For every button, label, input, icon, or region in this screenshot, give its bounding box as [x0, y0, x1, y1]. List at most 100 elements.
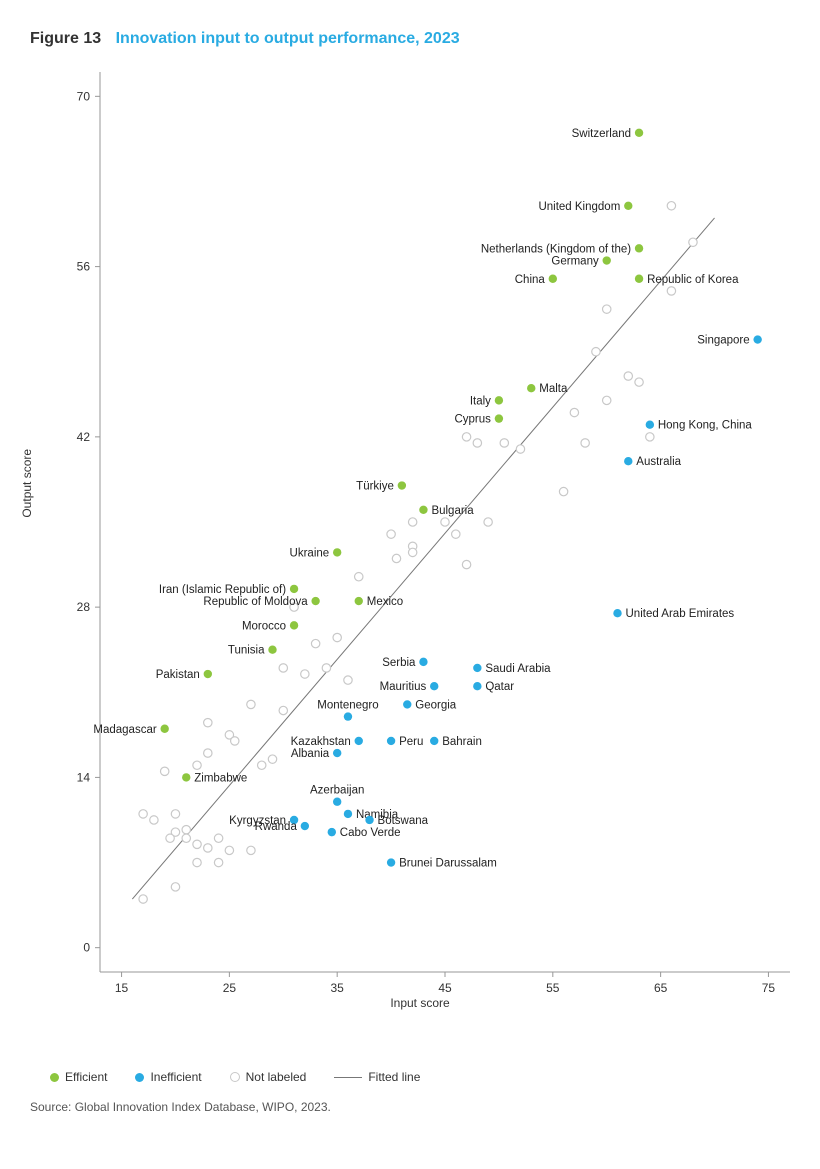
data-point — [311, 597, 319, 605]
figure-title: Innovation input to output performance, … — [116, 30, 460, 47]
data-point-label: Iran (Islamic Republic of) — [159, 584, 286, 596]
data-point — [328, 828, 336, 836]
data-point — [311, 639, 319, 647]
figure-number: Figure 13 — [30, 30, 101, 47]
data-point — [753, 335, 761, 343]
data-point — [204, 718, 212, 726]
data-point-label: United Arab Emirates — [626, 608, 735, 620]
data-point-label: Azerbaijan — [310, 785, 364, 797]
data-point-label: Germany — [551, 256, 599, 268]
data-point-label: Cyprus — [454, 414, 491, 426]
data-point — [355, 597, 363, 605]
data-point — [613, 609, 621, 617]
data-point — [495, 414, 503, 422]
data-point-label: Madagascar — [93, 724, 156, 736]
data-point-label: Qatar — [485, 681, 514, 693]
data-point-label: Peru — [399, 736, 423, 748]
data-point — [279, 706, 287, 714]
data-point — [166, 834, 174, 842]
legend-label: Efficient — [65, 1070, 107, 1084]
legend-label: Fitted line — [368, 1070, 420, 1084]
legend-label: Inefficient — [150, 1070, 201, 1084]
data-point — [171, 810, 179, 818]
data-point — [225, 846, 233, 854]
legend: Efficient Inefficient Not labeled Fitted… — [50, 1070, 800, 1084]
data-point — [462, 433, 470, 441]
data-point — [635, 129, 643, 137]
data-point-label: Botswana — [378, 815, 429, 827]
data-point — [667, 287, 675, 295]
data-point — [495, 396, 503, 404]
data-point — [322, 664, 330, 672]
data-point — [290, 621, 298, 629]
data-point-label: Mauritius — [380, 681, 427, 693]
data-point-label: Australia — [636, 456, 681, 468]
data-point-label: Italy — [470, 395, 491, 407]
data-point — [355, 573, 363, 581]
data-point — [667, 202, 675, 210]
data-point — [214, 834, 222, 842]
legend-notlabeled: Not labeled — [230, 1070, 307, 1084]
data-point — [247, 700, 255, 708]
data-point — [182, 826, 190, 834]
data-point-label: Republic of Korea — [647, 274, 739, 286]
data-point — [462, 560, 470, 568]
data-point-label: Cabo Verde — [340, 827, 401, 839]
data-point — [387, 530, 395, 538]
legend-inefficient: Inefficient — [135, 1070, 201, 1084]
svg-text:55: 55 — [546, 981, 560, 995]
data-point-label: Hong Kong, China — [658, 420, 753, 432]
data-point — [182, 773, 190, 781]
y-axis-title: Output score — [20, 449, 34, 518]
svg-text:70: 70 — [77, 89, 91, 103]
data-point — [635, 244, 643, 252]
svg-text:28: 28 — [77, 600, 91, 614]
data-point — [559, 487, 567, 495]
svg-text:15: 15 — [115, 981, 129, 995]
data-point — [139, 810, 147, 818]
svg-text:75: 75 — [762, 981, 776, 995]
data-point — [290, 585, 298, 593]
data-point — [387, 858, 395, 866]
data-point-label: Albania — [291, 748, 330, 760]
data-point — [624, 372, 632, 380]
data-point-label: United Kingdom — [538, 201, 620, 213]
data-point — [214, 858, 222, 866]
data-point — [333, 749, 341, 757]
data-point — [160, 767, 168, 775]
svg-text:42: 42 — [77, 430, 91, 444]
data-point — [473, 439, 481, 447]
data-point — [516, 445, 524, 453]
data-point — [333, 548, 341, 556]
data-point-label: Saudi Arabia — [485, 663, 551, 675]
source-line: Source: Global Innovation Index Database… — [30, 1100, 800, 1114]
data-point — [279, 664, 287, 672]
figure-container: Figure 13 Innovation input to output per… — [0, 0, 820, 1169]
svg-text:0: 0 — [83, 941, 90, 955]
dot-icon — [135, 1073, 144, 1082]
data-point — [355, 737, 363, 745]
dot-icon — [50, 1073, 59, 1082]
data-point-label: Switzerland — [572, 128, 631, 140]
svg-text:65: 65 — [654, 981, 668, 995]
data-point — [403, 700, 411, 708]
data-point — [603, 256, 611, 264]
data-point-label: Brunei Darussalam — [399, 858, 497, 870]
data-point-label: Rwanda — [255, 821, 298, 833]
data-point-label: Türkiye — [356, 481, 394, 493]
data-point-label: China — [515, 274, 546, 286]
data-point — [171, 883, 179, 891]
line-icon — [334, 1077, 362, 1078]
data-point-label: Morocco — [242, 620, 286, 632]
data-point — [365, 816, 373, 824]
data-point — [430, 682, 438, 690]
data-point-label: Zimbabwe — [194, 772, 247, 784]
data-point — [344, 712, 352, 720]
data-point-label: Mexico — [367, 596, 403, 608]
data-point-label: Singapore — [697, 335, 749, 347]
data-point — [182, 834, 190, 842]
data-point — [646, 433, 654, 441]
data-point — [419, 506, 427, 514]
data-point — [268, 755, 276, 763]
data-point — [549, 275, 557, 283]
